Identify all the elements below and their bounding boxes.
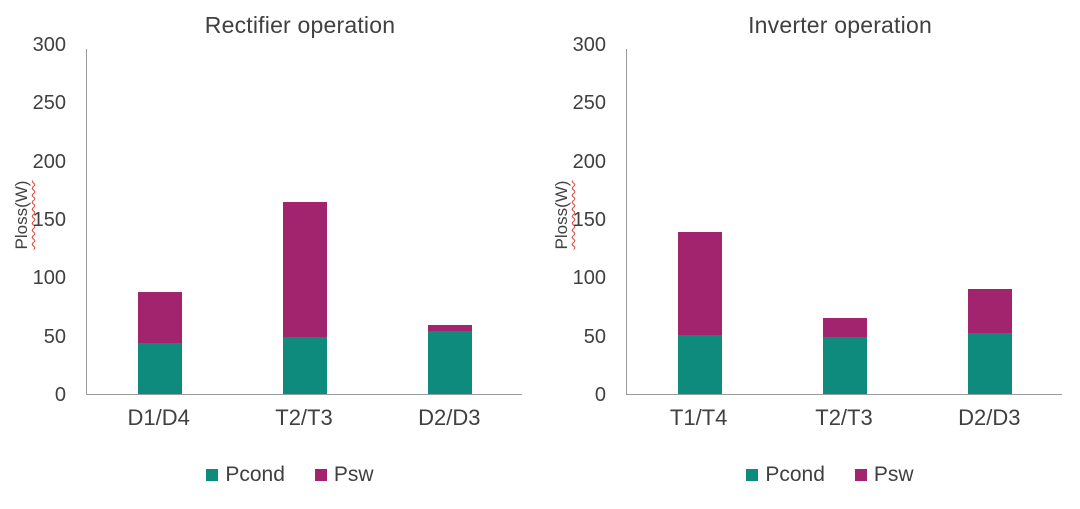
x-tick-label: D2/D3 — [958, 405, 1021, 430]
y-tick-label: 0 — [54, 384, 66, 406]
x-axis-labels: T1/T4 T2/T3 D2/D3 — [626, 405, 1062, 431]
y-tick-label: 300 — [32, 34, 66, 56]
bar-segment-pcond — [137, 343, 182, 394]
bar-segment-pcond — [822, 336, 867, 394]
y-tick-label: 250 — [32, 92, 66, 115]
plot-area — [86, 49, 522, 395]
legend-item-pcond: Pcond — [206, 463, 285, 487]
legend-item-pcond: Pcond — [746, 463, 825, 487]
legend-item-psw: Psw — [854, 463, 914, 487]
y-tick-label: 50 — [583, 325, 606, 348]
stacked-bar — [427, 49, 472, 394]
pcond-swatch-icon — [206, 469, 219, 481]
legend-label-psw: Psw — [333, 463, 374, 486]
x-axis-labels: D1/D4 T2/T3 D2/D3 — [86, 405, 522, 431]
bar-segment-psw — [282, 201, 327, 337]
y-tick-label: 50 — [43, 325, 66, 348]
stacked-bar — [677, 49, 722, 394]
bar-segment-psw — [427, 325, 472, 331]
chart-title: Inverter operation — [748, 12, 932, 38]
legend-item-psw: Psw — [314, 463, 374, 487]
y-tick-label: 250 — [572, 92, 606, 115]
y-tick-label: 200 — [572, 150, 606, 173]
chart-inverter: Inverter operation Ploss(W) 0 50 100 150 200… — [540, 0, 1080, 509]
plot-area — [626, 49, 1062, 395]
chart-body: Ploss(W) 0 50 100 150 200 250 300 T1/T4 T2/T3 D2… — [540, 35, 1080, 445]
legend: Pcond Psw — [540, 463, 1080, 487]
bar-segment-pcond — [677, 335, 722, 394]
stacked-bar — [282, 49, 327, 394]
bar-segment-psw — [967, 289, 1012, 334]
legend-label-pcond: Pcond — [765, 463, 825, 486]
stacked-bar — [137, 49, 182, 394]
bar-segment-psw — [822, 318, 867, 337]
y-tick-label: 0 — [594, 384, 606, 406]
bar-segment-pcond — [967, 333, 1012, 394]
stacked-bar — [822, 49, 867, 394]
pcond-swatch-icon — [746, 469, 759, 481]
psw-swatch-icon — [314, 469, 327, 481]
legend-label-pcond: Pcond — [225, 463, 285, 486]
x-tick-label: T1/T4 — [669, 405, 728, 430]
y-tick-label: 300 — [572, 34, 606, 56]
chart-rectifier: Rectifier operation Ploss(W) 0 50 100 150 20… — [0, 12, 540, 487]
y-tick-label: 100 — [572, 267, 606, 290]
x-tick-label: D2/D3 — [418, 405, 481, 430]
bar-segment-psw — [677, 231, 722, 336]
stacked-bar — [967, 49, 1012, 394]
bar-segment-pcond — [427, 330, 472, 394]
x-tick-label: D1/D4 — [127, 405, 190, 430]
psw-swatch-icon — [854, 469, 867, 481]
y-axis-ticks: 0 50 100 150 200 250 300 — [566, 35, 614, 405]
x-tick-label: T2/T3 — [815, 405, 873, 430]
y-tick-label: 150 — [32, 209, 66, 231]
legend-label-psw: Psw — [873, 463, 914, 486]
chart-body: Ploss(W) 0 50 100 150 200 250 300 D1/D4 T2/T3 D2… — [0, 35, 540, 445]
y-axis-ticks: 0 50 100 150 200 250 300 — [26, 35, 74, 405]
y-tick-label: 150 — [572, 209, 606, 231]
chart-title: Rectifier operation — [204, 12, 396, 38]
legend: Pcond Psw — [0, 463, 540, 487]
y-tick-label: 100 — [32, 267, 66, 290]
bar-segment-psw — [137, 291, 182, 344]
bar-segment-pcond — [282, 336, 327, 394]
x-tick-label: T2/T3 — [275, 405, 333, 430]
y-tick-label: 200 — [32, 150, 66, 173]
